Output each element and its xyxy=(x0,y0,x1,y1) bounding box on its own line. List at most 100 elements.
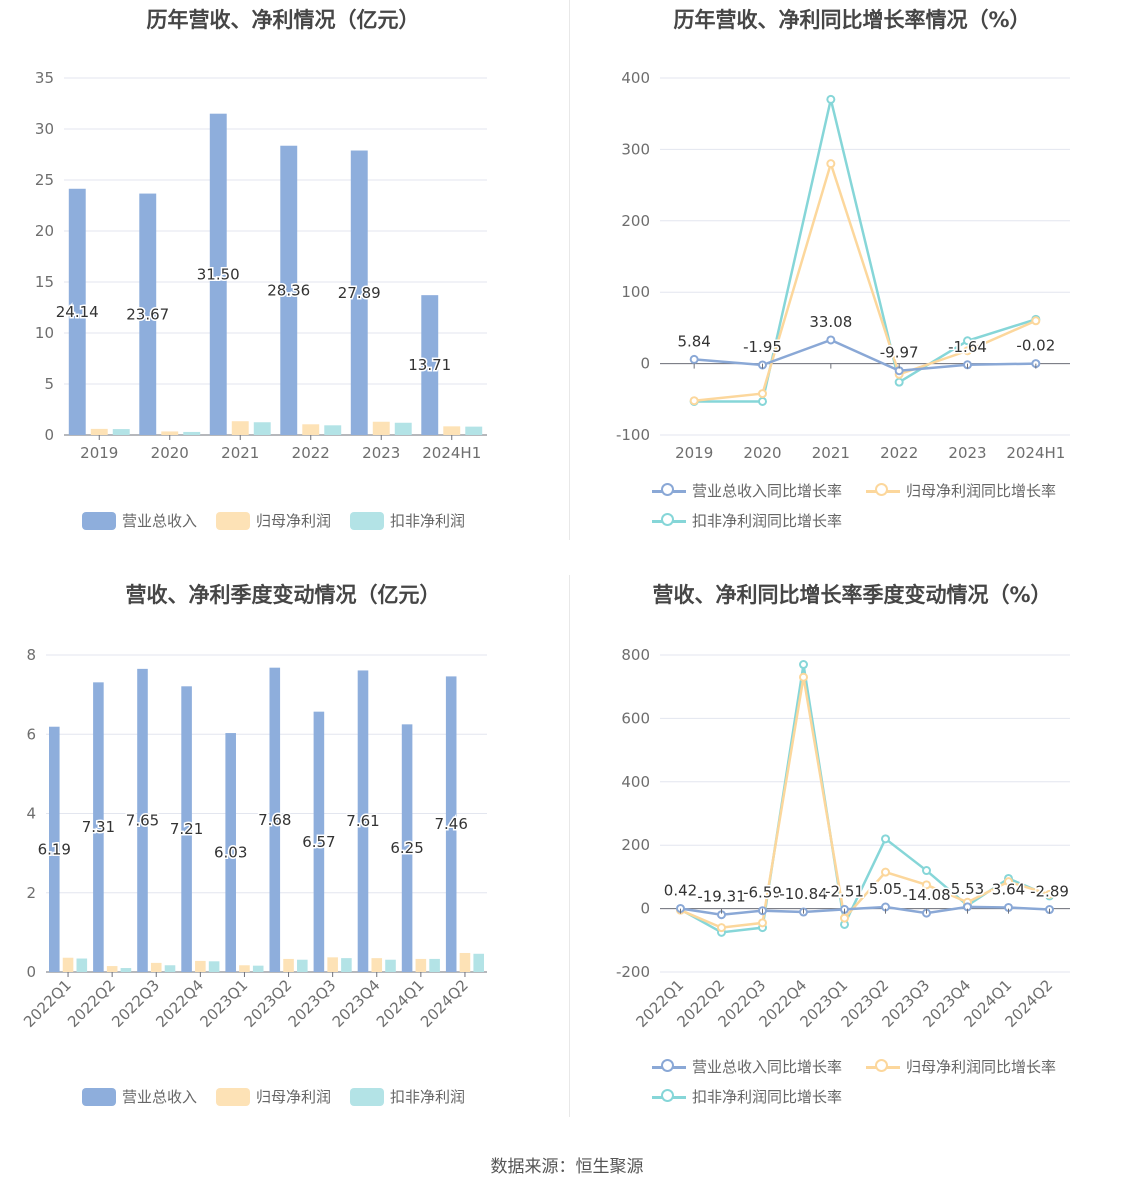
chart-title: 营收、净利同比增长率季度变动情况（%） xyxy=(652,583,1052,607)
bar-2021-s0 xyxy=(209,113,227,435)
legend-swatch xyxy=(866,1058,900,1076)
x-tick-label: 2022 xyxy=(292,444,330,462)
y-tick-label: 20 xyxy=(35,222,54,240)
legend-item-net-growth[interactable]: 归母净利润同比增长率 xyxy=(866,1056,1056,1077)
legend: 营业总收入同比增长率 归母净利润同比增长率 扣非净利润同比增长率 xyxy=(570,1056,1134,1112)
x-tick-label: 2022Q2 xyxy=(64,976,119,1031)
legend-swatch xyxy=(652,1058,686,1076)
bar-2022Q2-s2 xyxy=(120,968,132,972)
bar-2023Q1-s2 xyxy=(252,965,264,972)
chart-title: 历年营收、净利同比增长率情况（%） xyxy=(673,8,1031,32)
y-tick-label: 0 xyxy=(640,900,650,918)
legend-swatch xyxy=(652,1088,686,1106)
y-tick-label: 25 xyxy=(35,171,54,189)
data-label: 6.19 xyxy=(38,840,71,858)
y-tick-label: 100 xyxy=(621,283,650,301)
legend-label: 营业总收入同比增长率 xyxy=(692,1058,843,1076)
x-tick-label: 2022Q4 xyxy=(152,976,207,1031)
data-label: 6.57 xyxy=(302,833,335,851)
data-label: 7.46 xyxy=(434,815,467,833)
legend-label: 营业总收入同比增长率 xyxy=(692,482,843,500)
point-2024H1-s1 xyxy=(1031,316,1041,326)
legend-item-deducted-growth[interactable]: 扣非净利润同比增长率 xyxy=(652,510,842,531)
bar-2024H1-s1 xyxy=(443,426,461,435)
bar-2022Q4-s1 xyxy=(195,960,206,972)
point-2022Q4-s2 xyxy=(799,660,808,670)
legend-label: 扣非净利润同比增长率 xyxy=(692,1088,843,1106)
bottom-divider xyxy=(569,575,570,1117)
x-tick-label: 2021 xyxy=(221,444,259,462)
bar-2024Q1-s0 xyxy=(401,724,413,972)
legend-item-deducted-growth[interactable]: 扣非净利润同比增长率 xyxy=(652,1086,842,1107)
legend-label: 营业总收入 xyxy=(122,1088,198,1106)
x-tick-label: 2023Q3 xyxy=(285,976,340,1031)
legend-item-net-profit[interactable]: 归母净利润 xyxy=(216,510,331,531)
bar-2022Q4-s0 xyxy=(181,686,192,972)
data-label: 23.67 xyxy=(126,305,169,323)
legend-item-net-growth[interactable]: 归母净利润同比增长率 xyxy=(866,480,1056,501)
data-label: 0.42 xyxy=(664,881,697,899)
legend-item-revenue-growth[interactable]: 营业总收入同比增长率 xyxy=(652,480,842,501)
data-label: -2.89 xyxy=(1030,883,1069,901)
data-label: -14.08 xyxy=(902,886,950,904)
bar-2024H1-s0 xyxy=(421,295,439,435)
x-tick-label: 2022 xyxy=(880,444,918,462)
data-label: 7.61 xyxy=(346,812,379,830)
legend-item-revenue[interactable]: 营业总收入 xyxy=(82,510,197,531)
y-tick-label: 5 xyxy=(44,375,54,393)
legend-swatch xyxy=(82,511,116,530)
legend-item-deducted-profit[interactable]: 扣非净利润 xyxy=(350,1086,465,1107)
point-2021-s0 xyxy=(826,335,836,345)
x-tick-label: 2023 xyxy=(362,444,400,462)
y-tick-label: 6 xyxy=(26,725,36,743)
point-2023Q3-s2 xyxy=(922,866,931,876)
y-tick-label: 15 xyxy=(35,273,54,291)
legend: 营业总收入同比增长率 归母净利润同比增长率 扣非净利润同比增长率 xyxy=(570,480,1134,536)
x-tick-label: 2019 xyxy=(675,444,713,462)
data-label: 5.84 xyxy=(677,332,710,350)
legend-item-revenue[interactable]: 营业总收入 xyxy=(82,1086,197,1107)
legend-label: 归母净利润 xyxy=(256,1088,332,1106)
legend-label: 扣非净利润 xyxy=(390,1088,466,1106)
legend-item-revenue-growth[interactable]: 营业总收入同比增长率 xyxy=(652,1056,842,1077)
panel-annual-revenue-profit: 历年营收、净利情况（亿元） 0 5 10 15 20 25 30 35 24.14 23.67 31… xyxy=(0,0,566,540)
y-tick-label: 400 xyxy=(621,773,650,791)
bar-2022-s2 xyxy=(324,425,342,435)
data-label: 5.05 xyxy=(869,880,902,898)
bar-2022Q3-s2 xyxy=(164,965,176,972)
point-2023-s1 xyxy=(963,346,972,356)
y-tick-label: 200 xyxy=(621,212,650,230)
point-2019-s1 xyxy=(689,396,699,406)
data-label: 6.03 xyxy=(214,844,247,862)
point-2022Q4-s1 xyxy=(799,672,808,682)
bar-2023-s2 xyxy=(394,422,412,435)
panel-quarterly-growth: 营收、净利同比增长率季度变动情况（%） -200 0 200 400 600 800 0.4… xyxy=(570,575,1134,1117)
x-tick-label: 2021 xyxy=(812,444,850,462)
legend-label: 归母净利润同比增长率 xyxy=(906,1058,1057,1076)
x-tick-label: 2023 xyxy=(948,444,986,462)
bar-2023Q1-s1 xyxy=(239,965,250,972)
legend-item-net-profit[interactable]: 归母净利润 xyxy=(216,1086,331,1107)
chart-title: 历年营收、净利情况（亿元） xyxy=(146,8,420,32)
top-divider xyxy=(569,0,570,540)
series-line-0 xyxy=(694,338,1036,372)
point-2023Q3-s1 xyxy=(922,880,931,890)
y-tick-label: 4 xyxy=(26,805,36,823)
point-2021-s2 xyxy=(826,94,836,104)
point-2019-s0 xyxy=(689,354,699,364)
bar-2023-s0 xyxy=(350,150,368,435)
series-line-2 xyxy=(694,99,1037,403)
legend-item-deducted-profit[interactable]: 扣非净利润 xyxy=(350,510,465,531)
legend-label: 扣非净利润同比增长率 xyxy=(692,512,843,530)
point-2024Q1-s1 xyxy=(1004,877,1013,887)
legend: 营业总收入 归母净利润 扣非净利润 xyxy=(0,510,566,534)
bar-2021-s1 xyxy=(231,421,249,435)
data-label: 28.36 xyxy=(267,281,310,299)
legend-swatch xyxy=(216,1087,250,1106)
bar-2024Q1-s1 xyxy=(415,958,427,972)
y-tick-label: 10 xyxy=(35,324,54,342)
legend-swatch xyxy=(866,482,900,500)
bar-2023Q2-s1 xyxy=(283,958,294,972)
bar-2022Q4-s2 xyxy=(208,961,220,972)
legend-label: 扣非净利润 xyxy=(390,512,466,530)
